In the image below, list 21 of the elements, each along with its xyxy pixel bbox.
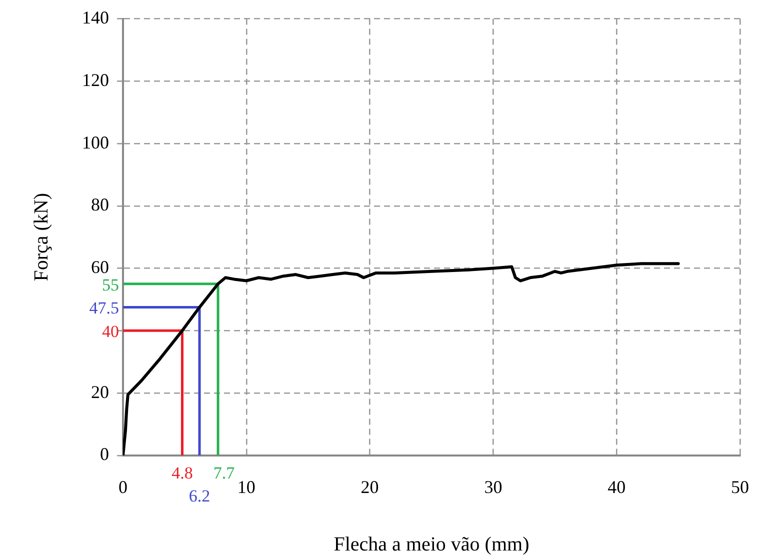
y-tick-label: 120 [82,70,109,90]
x-tick-label: 30 [484,476,502,497]
x-tick-label: 20 [360,476,379,497]
annotation: 6.2 [188,486,210,506]
annotation: 40 [102,322,119,342]
y-tick-label: 140 [82,8,109,28]
annotation: 4.8 [172,463,193,482]
y-tick-label: 100 [82,132,109,152]
annotation: 7.7 [213,463,236,482]
y-tick-label: 20 [91,382,109,402]
annotation: 47.5 [89,298,119,318]
y-axis-title: Força (kN) [30,192,52,282]
annotation: 55 [102,275,119,294]
x-axis-title: Flecha a meio vão (mm) [334,533,530,556]
y-tick-label: 80 [91,194,109,215]
y-tick-label: 0 [100,444,109,464]
x-tick-label: 50 [731,476,749,497]
x-tick-label: 40 [608,476,626,497]
x-tick-label: 10 [237,476,256,497]
x-tick-label: 0 [118,476,128,497]
y-tick-label: 60 [91,257,109,278]
